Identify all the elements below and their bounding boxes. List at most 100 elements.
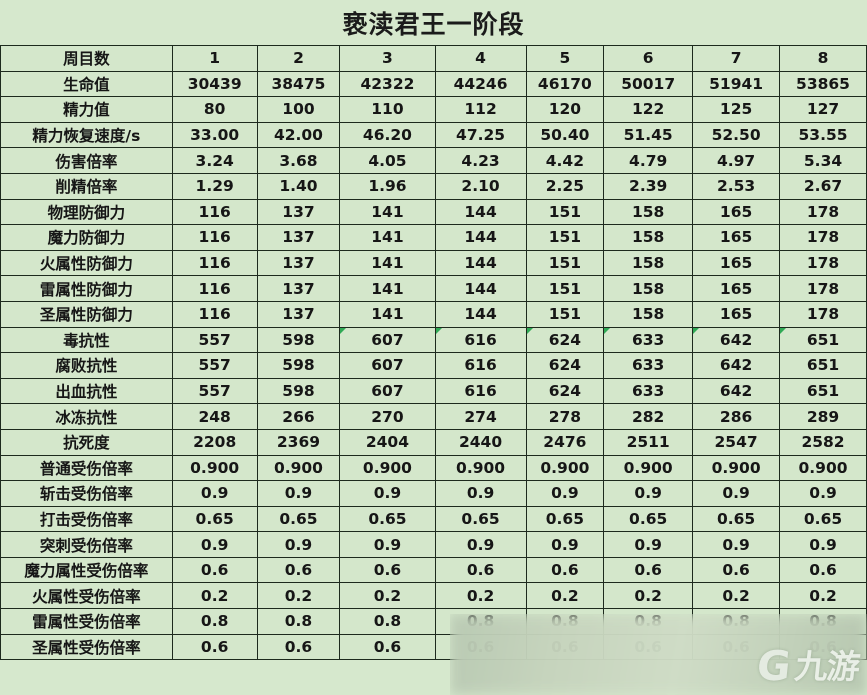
data-cell: 0.6 [525,556,605,584]
data-cell: 0.6 [256,633,341,661]
data-cell: 0.65 [525,505,605,533]
data-cell: 633 [603,352,694,379]
data-cell: 2369 [256,428,341,456]
data-cell: 46170 [525,70,605,98]
data-cell: 2511 [603,428,694,456]
row-label: 毒抗性 [0,326,173,354]
data-cell: 80 [171,96,258,123]
data-cell: 116 [171,300,258,328]
row-label: 火属性防御力 [0,249,173,277]
data-cell: 137 [256,198,341,226]
data-cell: 141 [339,198,436,226]
data-cell: 127 [779,96,867,123]
data-cell: 0.2 [692,582,781,610]
column-header-cycle-8: 8 [779,45,867,72]
data-cell: 2547 [692,428,781,456]
data-cell: 144 [434,249,527,277]
data-cell: 116 [171,275,258,302]
data-cell: 1.29 [171,172,258,200]
data-cell: 44246 [434,70,527,98]
data-cell: 1.40 [256,172,341,200]
data-cell: 122 [603,96,694,123]
data-cell: 125 [692,96,781,123]
data-cell: 0.6 [256,556,341,584]
table-header-row: 周目数 1 2 3 4 5 6 7 8 [0,45,867,72]
data-cell: 4.05 [339,147,436,174]
data-cell: 651 [779,352,867,379]
table-row: 腐败抗性 557 598 607 616 624 633 642 651 [0,352,867,379]
data-cell: 1.96 [339,172,436,200]
data-cell: 624 [525,326,605,354]
table-row: 斩击受伤倍率 0.9 0.9 0.9 0.9 0.9 0.9 0.9 0.9 [0,480,867,507]
data-cell: 116 [171,249,258,277]
table-row: 圣属性受伤倍率 0.6 0.6 0.6 0.6 0.6 0.6 0.6 0.6 [0,633,867,661]
data-cell: 33.00 [171,121,258,149]
data-cell: 0.6 [171,556,258,584]
data-cell: 53865 [779,70,867,98]
row-label: 圣属性受伤倍率 [0,633,173,661]
row-label: 斩击受伤倍率 [0,480,173,507]
data-cell: 0.2 [525,582,605,610]
data-cell: 270 [339,403,436,430]
data-cell: 151 [525,300,605,328]
data-cell: 0.6 [603,633,694,661]
data-cell: 266 [256,403,341,430]
data-cell: 0.9 [171,531,258,558]
data-cell: 0.6 [779,633,867,661]
data-cell: 0.6 [339,633,436,661]
table-row: 突刺受伤倍率 0.9 0.9 0.9 0.9 0.9 0.9 0.9 0.9 [0,531,867,558]
row-label: 雷属性受伤倍率 [0,608,173,635]
data-cell: 100 [256,96,341,123]
column-header-cycle-7: 7 [692,45,781,72]
data-cell: 598 [256,352,341,379]
table-row: 精力恢复速度/s 33.00 42.00 46.20 47.25 50.40 51.45 52… [0,121,867,149]
row-label: 魔力属性受伤倍率 [0,556,173,584]
column-header-cycle-4: 4 [434,45,527,72]
row-label: 打击受伤倍率 [0,505,173,533]
data-cell: 51941 [692,70,781,98]
data-cell: 2476 [525,428,605,456]
boss-stats-table: 周目数 1 2 3 4 5 6 7 8 生命值 30439 38475 42322 44246 46170 5… [0,45,867,661]
table-row: 伤害倍率 3.24 3.68 4.05 4.23 4.42 4.79 4.97 5.34 [0,147,867,174]
data-cell: 624 [525,352,605,379]
data-cell: 47.25 [434,121,527,149]
data-cell: 286 [692,403,781,430]
data-cell: 120 [525,96,605,123]
data-cell: 0.2 [603,582,694,610]
data-cell: 158 [603,198,694,226]
data-cell: 642 [692,377,781,405]
data-cell: 116 [171,224,258,251]
table-row: 冰冻抗性 248 266 270 274 278 282 286 289 [0,403,867,430]
data-cell: 2404 [339,428,436,456]
data-cell: 0.8 [779,608,867,635]
data-cell: 0.900 [779,454,867,482]
data-cell: 0.9 [603,480,694,507]
data-cell: 50017 [603,70,694,98]
data-cell: 0.2 [171,582,258,610]
table-row: 打击受伤倍率 0.65 0.65 0.65 0.65 0.65 0.65 0.65 0.65 [0,505,867,533]
data-cell: 0.65 [339,505,436,533]
data-cell: 616 [434,377,527,405]
data-cell: 607 [339,326,436,354]
data-cell: 137 [256,275,341,302]
data-cell: 0.6 [779,556,867,584]
data-cell: 151 [525,198,605,226]
data-cell: 0.2 [779,582,867,610]
data-cell: 274 [434,403,527,430]
data-cell: 2.25 [525,172,605,200]
data-cell: 0.900 [692,454,781,482]
data-cell: 248 [171,403,258,430]
data-cell: 0.9 [171,480,258,507]
data-cell: 0.8 [603,608,694,635]
data-cell: 178 [779,275,867,302]
data-cell: 141 [339,275,436,302]
data-cell: 165 [692,224,781,251]
data-cell: 598 [256,326,341,354]
data-cell: 642 [692,326,781,354]
data-cell: 165 [692,198,781,226]
data-cell: 0.6 [339,556,436,584]
row-label: 精力值 [0,96,173,123]
data-cell: 2208 [171,428,258,456]
data-cell: 0.65 [692,505,781,533]
data-cell: 52.50 [692,121,781,149]
